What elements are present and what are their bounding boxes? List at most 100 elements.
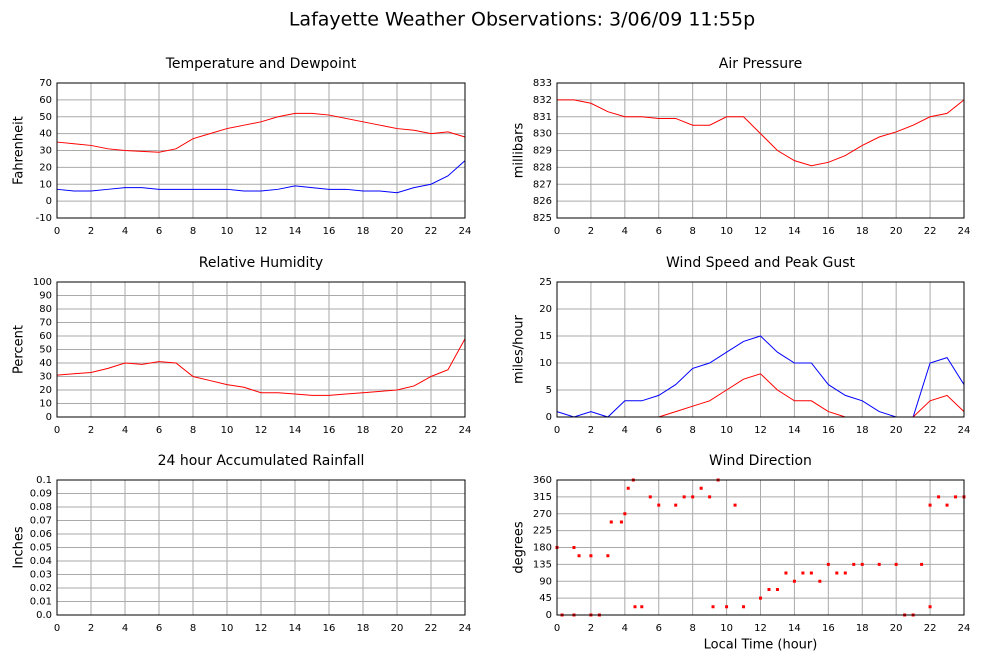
x-tick-label: 18 <box>856 425 869 436</box>
x-tick-label: 4 <box>622 425 628 436</box>
x-tick-label: 10 <box>221 226 234 237</box>
data-line <box>56 160 466 194</box>
y-tick-label: 60 <box>39 331 52 342</box>
x-tick-label: 10 <box>720 425 733 436</box>
y-axis-label: Fahrenheit <box>12 116 27 185</box>
plot-border <box>56 82 466 219</box>
x-tick-label: 22 <box>425 425 438 436</box>
y-tick-label: 0.04 <box>30 556 52 567</box>
x-tick-label: 16 <box>323 226 336 237</box>
x-tick-label: 2 <box>88 425 94 436</box>
plot-border <box>56 281 466 418</box>
chart-title: Temperature and Dewpoint <box>165 56 357 72</box>
data-point <box>928 605 932 609</box>
data-point <box>801 571 805 575</box>
x-tick-label: 22 <box>425 623 438 634</box>
y-tick-label: 70 <box>39 318 52 329</box>
page-title: Lafayette Weather Observations: 3/06/09 … <box>289 9 755 31</box>
x-tick-label: 16 <box>323 425 336 436</box>
y-tick-label: 30 <box>39 372 52 383</box>
y-axis-label: miles/hour <box>512 314 527 383</box>
data-point <box>784 571 788 575</box>
y-tick-label: 360 <box>533 475 552 486</box>
data-point <box>674 503 678 507</box>
y-tick-label: 825 <box>533 213 552 224</box>
x-tick-label: 22 <box>924 425 937 436</box>
data-point <box>928 503 932 507</box>
x-tick-label: 20 <box>391 425 404 436</box>
data-point <box>626 486 630 490</box>
x-tick-label: 16 <box>822 623 835 634</box>
y-tick-label: 90 <box>39 291 52 302</box>
y-axis-label: millibars <box>512 123 527 179</box>
x-tick-label: 24 <box>459 226 472 237</box>
y-tick-label: 0.0 <box>36 610 52 621</box>
x-axis-label: Local Time (hour) <box>704 638 818 653</box>
x-tick-label: 18 <box>357 425 370 436</box>
data-line <box>56 112 466 153</box>
x-tick-label: 8 <box>689 425 695 436</box>
y-tick-label: 831 <box>533 112 552 123</box>
y-tick-label: 60 <box>39 95 52 106</box>
data-point <box>699 486 703 490</box>
data-point <box>606 554 610 558</box>
data-point <box>633 605 637 609</box>
data-point <box>577 554 581 558</box>
data-point <box>852 562 856 566</box>
x-tick-label: 14 <box>289 623 302 634</box>
x-tick-label: 2 <box>588 425 594 436</box>
x-tick-label: 20 <box>890 226 903 237</box>
x-tick-label: 8 <box>190 226 196 237</box>
y-tick-label: 50 <box>39 345 52 356</box>
data-point <box>623 512 627 516</box>
chart-title: 24 hour Accumulated Rainfall <box>158 453 365 469</box>
x-tick-label: 24 <box>459 425 472 436</box>
y-tick-label: 20 <box>39 162 52 173</box>
y-tick-label: 827 <box>533 179 552 190</box>
data-point <box>826 562 830 566</box>
y-tick-label: 180 <box>533 543 552 554</box>
data-point <box>835 571 839 575</box>
y-tick-label: 45 <box>539 593 552 604</box>
x-tick-label: 24 <box>958 425 971 436</box>
chart-title: Wind Speed and Peak Gust <box>666 255 855 271</box>
data-line <box>557 99 965 167</box>
data-point <box>711 605 715 609</box>
x-tick-label: 0 <box>54 425 60 436</box>
data-point <box>708 495 712 499</box>
x-tick-label: 2 <box>588 623 594 634</box>
x-tick-label: 12 <box>754 623 767 634</box>
x-tick-label: 6 <box>656 623 662 634</box>
x-tick-label: 8 <box>689 623 695 634</box>
data-point <box>657 503 661 507</box>
x-tick-label: 6 <box>656 226 662 237</box>
x-tick-label: 24 <box>958 226 971 237</box>
y-tick-label: 20 <box>39 385 52 396</box>
y-tick-label: 0 <box>46 412 52 423</box>
y-tick-label: 0.03 <box>30 570 52 581</box>
x-tick-label: 6 <box>156 425 162 436</box>
y-tick-label: 0.02 <box>30 583 52 594</box>
data-point <box>945 503 949 507</box>
x-tick-label: 4 <box>122 425 128 436</box>
chart-title: Wind Direction <box>709 453 812 469</box>
y-tick-label: 70 <box>39 78 52 89</box>
x-tick-label: 2 <box>88 226 94 237</box>
x-tick-label: 12 <box>754 425 767 436</box>
chart-title: Air Pressure <box>719 56 802 72</box>
y-tick-label: 830 <box>533 129 552 140</box>
x-tick-label: 8 <box>190 425 196 436</box>
x-tick-label: 18 <box>357 226 370 237</box>
data-point <box>759 596 762 600</box>
data-point <box>733 503 737 507</box>
y-tick-label: -10 <box>36 213 52 224</box>
data-point <box>877 562 881 566</box>
y-tick-label: 40 <box>39 358 52 369</box>
plot-border <box>556 281 965 418</box>
data-point <box>682 495 686 499</box>
data-point <box>920 562 924 566</box>
x-tick-label: 2 <box>88 623 94 634</box>
data-line <box>56 338 466 396</box>
